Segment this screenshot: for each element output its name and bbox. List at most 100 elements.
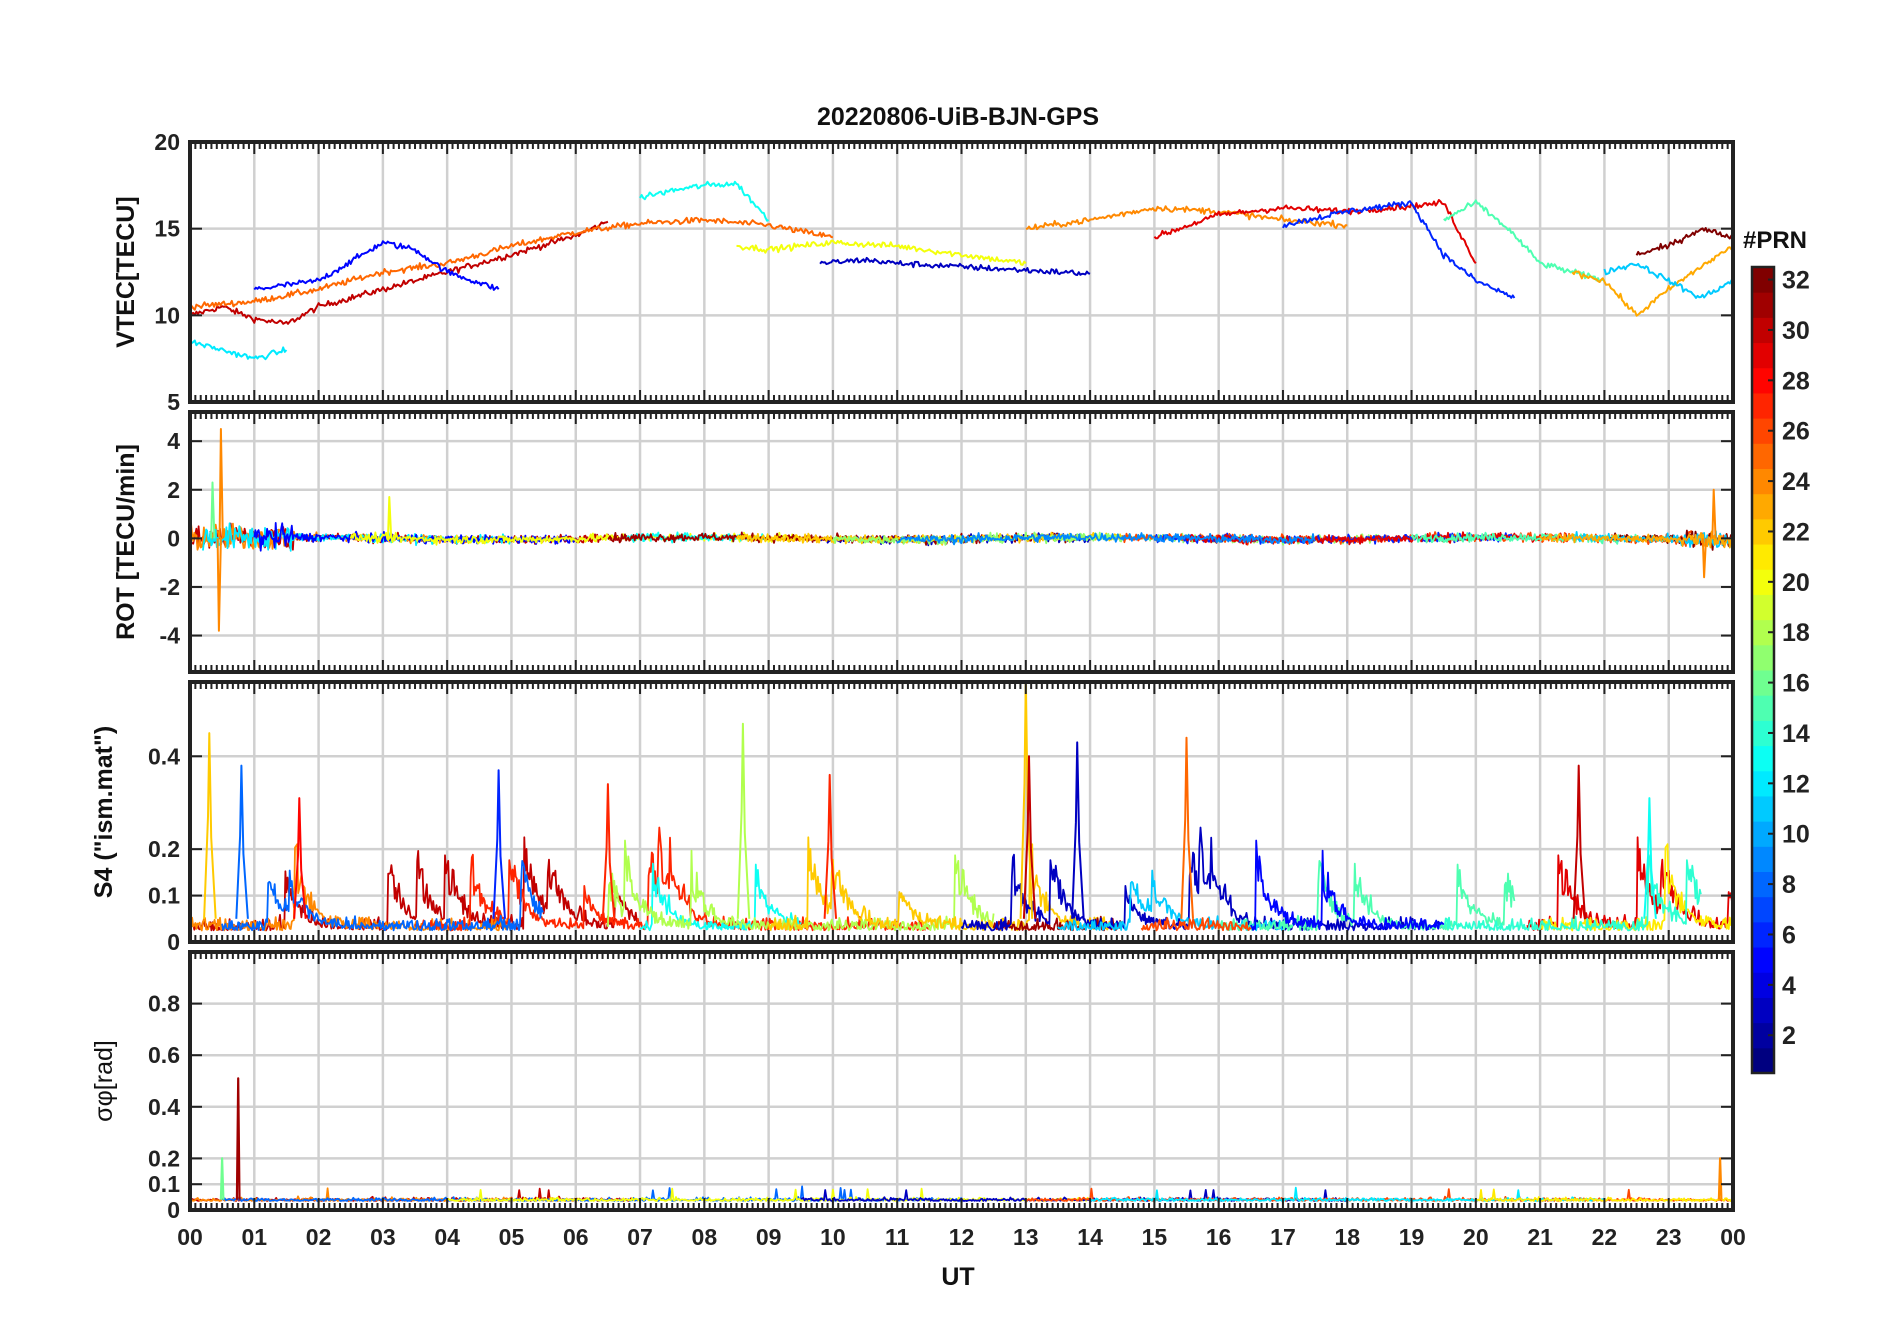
grid-s4	[190, 682, 1733, 944]
colorbar-segment	[1752, 518, 1774, 545]
s4-peak-prn-18	[736, 722, 751, 919]
colorbar-segment	[1752, 795, 1774, 822]
colorbar-tick-label: 30	[1782, 317, 1810, 345]
colorbar-segment	[1752, 972, 1774, 998]
s4-peak-prn-30	[1572, 764, 1587, 919]
s4-trace-prn-13	[639, 862, 802, 932]
s4-trace-prn-26	[1140, 917, 1252, 932]
rot-spike-prn-24	[216, 538, 222, 632]
y-tick-label: 0.2	[148, 1145, 180, 1171]
colorbar-segment	[1752, 846, 1774, 872]
x-tick-label: 11	[885, 1224, 910, 1250]
x-tick-label: 15	[1142, 1224, 1168, 1250]
vtec-trace-prn-29	[1153, 199, 1477, 264]
s4-trace-prn-8	[221, 860, 544, 932]
vtec-trace-prn-3	[819, 256, 1091, 276]
colorbar-tick-label: 4	[1782, 972, 1796, 1000]
x-tick-label: 23	[1656, 1224, 1682, 1250]
x-tick-label: 00	[1720, 1224, 1746, 1250]
x-tick-label: 14	[1077, 1224, 1103, 1250]
colorbar-tick-label: 14	[1782, 720, 1810, 748]
s4-trace-prn-14	[1442, 853, 1702, 932]
y-tick-label: 0	[167, 1197, 180, 1223]
rot-spike-prn-16	[210, 481, 216, 539]
colorbar-tick-label: 28	[1782, 367, 1810, 395]
colorbar-tick-label: 26	[1782, 418, 1810, 446]
colorbar-tick-label: 16	[1782, 670, 1810, 698]
vtec-trace-prn-15	[1443, 199, 1605, 283]
plot-area-s4	[190, 682, 1733, 932]
s4-peak-prn-6	[492, 769, 506, 919]
s4-trace-prn-15	[1217, 860, 1516, 932]
colorbar-segment	[1752, 871, 1774, 898]
y-tick-label: 0.6	[148, 1042, 180, 1068]
x-tick-label: 21	[1527, 1224, 1553, 1250]
colorbar-segment	[1752, 1022, 1774, 1049]
colorbar-tick-label: 8	[1782, 871, 1796, 899]
vtec-trace-prn-11	[1603, 262, 1733, 299]
vtec-trace-prn-13	[639, 180, 770, 222]
vtec-trace-prn-23	[1571, 245, 1733, 317]
colorbar-tick-label: 6	[1782, 921, 1796, 949]
s4-peak-prn-22	[203, 732, 217, 919]
x-tick-label: 07	[627, 1224, 653, 1250]
colorbar-segment	[1752, 619, 1774, 646]
colorbar-segment	[1752, 644, 1774, 671]
x-tick-label: 02	[306, 1224, 332, 1250]
panel-sigma_phi: 00.10.2 0.4 0.6 0.8 σφ[rad]	[90, 950, 1735, 1223]
y-tick-label: 5	[167, 389, 180, 415]
x-tick-label: 03	[370, 1224, 396, 1250]
s4-peak-prn-27	[601, 783, 616, 919]
colorbar-segment	[1752, 367, 1774, 394]
rot-spike-prn-24	[1711, 488, 1717, 539]
vtec-trace-prn-5	[253, 240, 500, 291]
colorbar-segment	[1752, 594, 1774, 621]
vtec-trace-prn-6	[1282, 200, 1516, 299]
x-tick-label: 18	[1334, 1224, 1360, 1250]
s4-trace-prn-22	[767, 836, 1124, 932]
colorbar-segment	[1752, 745, 1774, 772]
colorbar-segment	[1752, 544, 1774, 570]
panel-s4: 0 0.1 0.2 0.4 S4 ("ism.mat")	[90, 680, 1735, 955]
x-tick-label: 04	[434, 1224, 460, 1250]
colorbar-tick-label: 12	[1782, 770, 1810, 798]
vtec-trace-prn-24	[1025, 205, 1348, 231]
colorbar-label: #PRN	[1743, 227, 1807, 254]
rot-spike-prn-20	[387, 496, 393, 539]
plot-area-vtec	[190, 180, 1733, 361]
colorbar-segment	[1752, 392, 1774, 419]
x-tick-label: 13	[1013, 1224, 1039, 1250]
x-axis-label: UT	[941, 1263, 974, 1291]
x-tick-label: 05	[499, 1224, 525, 1250]
x-tick-label: 22	[1592, 1224, 1618, 1250]
x-tick-label: 17	[1270, 1224, 1296, 1250]
s4-peak-prn-13	[1643, 797, 1657, 919]
y-axis-label-sigma_phi: σφ[rad]	[90, 1040, 118, 1122]
sigma-peak-prn-24	[1717, 1157, 1723, 1200]
sigma-peak-prn-31	[235, 1077, 241, 1200]
s4-trace-prn-3	[960, 826, 1444, 932]
x-tick-label: 01	[241, 1224, 267, 1250]
colorbar-segment	[1752, 418, 1774, 444]
colorbar-segment	[1752, 670, 1774, 696]
axes-frame-sigma_phi	[188, 950, 1735, 1212]
s4-trace-prn-31	[992, 915, 1124, 932]
colorbar-segment	[1752, 997, 1774, 1024]
x-tick-label: 12	[949, 1224, 975, 1250]
s4-peak-prn-27	[823, 773, 838, 919]
s4-trace-prn-5	[1250, 839, 1445, 931]
vtec-trace-prn-32	[1635, 227, 1733, 256]
y-tick-label: 10	[154, 302, 180, 328]
colorbar-tick-label: 22	[1782, 518, 1810, 546]
rot-trace-prn-9	[896, 532, 1316, 546]
axes-frame-rot	[188, 410, 1735, 674]
panel-rot: -4 -2 0 2 4 ROT [TECU/min]	[112, 410, 1735, 674]
y-tick-label: 0.4	[148, 1094, 180, 1120]
colorbar-tick-label: 18	[1782, 619, 1810, 647]
colorbar-tick-label: 20	[1782, 569, 1810, 597]
axes-frame-s4	[188, 680, 1735, 944]
y-tick-label: 20	[154, 129, 180, 155]
x-tick-label: 09	[756, 1224, 782, 1250]
vtec-trace-prn-12	[190, 339, 288, 361]
rot-spike-prn-24	[1701, 538, 1707, 579]
